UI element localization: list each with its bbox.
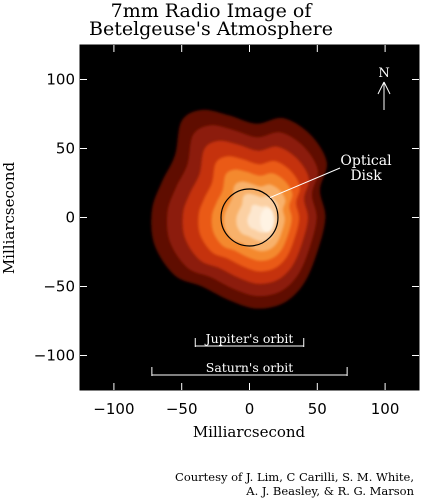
north-label: N [378,66,389,81]
y-tick-label: −50 [43,278,75,296]
credit-line-1: Courtesy of J. Lim, C Carilli, S. M. Whi… [175,470,414,484]
saturn-orbit-label: Saturn's orbit [206,360,293,375]
saturn-orbit-bar [151,367,348,376]
y-tick-label: 100 [46,71,75,89]
y-tick-label: 50 [56,140,75,158]
y-axis-label: Milliarcsecond [0,161,18,274]
x-tick-label: 0 [245,400,255,418]
optical-disk-pointer [269,167,341,199]
credit-line-2: A. J. Beasley, & R. G. Marson [246,484,414,498]
north-arrow-icon [377,81,391,110]
optical-disk-label-line-2: Disk [350,168,382,184]
emission-core [260,208,275,233]
y-tick-label: −100 [34,347,75,365]
x-axis-label: Milliarcsecond [193,423,306,441]
jupiter-orbit-label: Jupiter's orbit [204,331,294,346]
emission-contours [151,109,328,309]
title-line-2: Betelgeuse's Atmosphere [88,18,333,40]
title-line-1: 7mm Radio Image of [110,0,312,22]
x-tick-label: 50 [308,400,327,418]
x-tick-label: −50 [166,400,198,418]
x-tick-label: −100 [93,400,134,418]
y-axis: 100 50 0 −50 −100 [34,71,419,365]
x-tick-label: 100 [371,400,400,418]
x-axis: −100 −50 0 50 100 [93,45,399,418]
optical-disk-label-line-1: Optical [340,153,392,169]
jupiter-orbit-bar [194,338,305,347]
optical-disk-circle [220,188,279,247]
y-tick-label: 0 [65,209,75,227]
